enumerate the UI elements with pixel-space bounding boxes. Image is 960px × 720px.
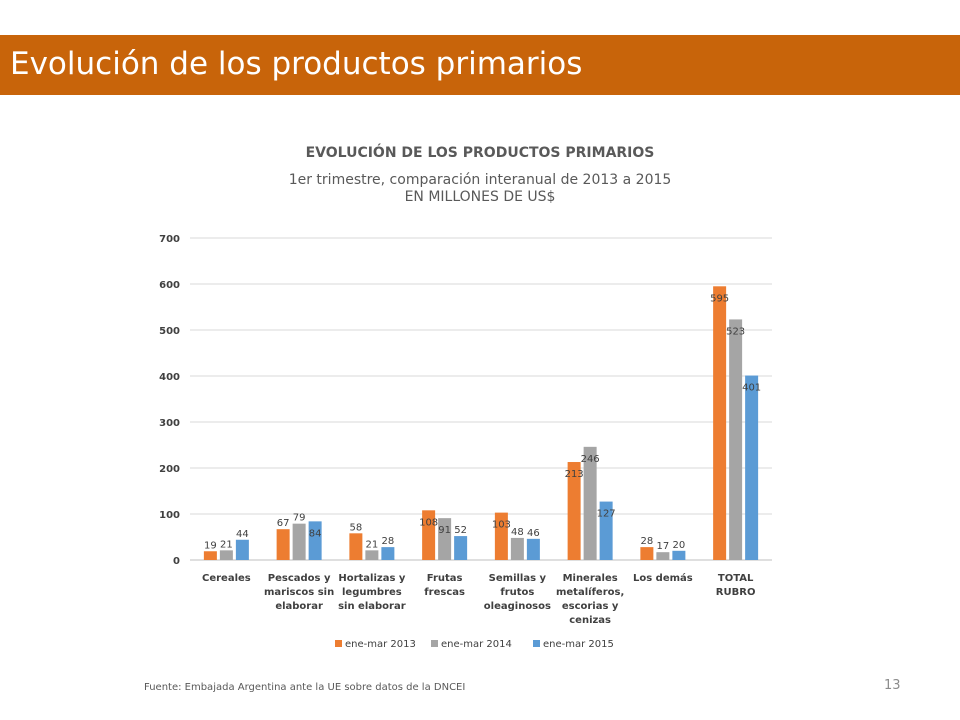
data-label: 91 xyxy=(438,525,451,536)
bar xyxy=(365,550,379,560)
bar xyxy=(276,529,290,560)
data-label: 44 xyxy=(236,529,249,540)
y-tick-label: 500 xyxy=(159,326,180,337)
x-tick-label: cenizas xyxy=(569,615,611,626)
bar xyxy=(599,501,613,560)
slide-title: Evolución de los productos primarios xyxy=(10,46,583,82)
data-label: 103 xyxy=(492,520,511,531)
legend-label: ene-mar 2013 xyxy=(345,639,416,650)
legend-label: ene-mar 2014 xyxy=(441,639,512,650)
bar xyxy=(203,551,217,560)
y-tick-label: 200 xyxy=(159,464,180,475)
data-label: 79 xyxy=(293,513,306,524)
data-label: 401 xyxy=(742,383,761,394)
chart-title: EVOLUCIÓN DE LOS PRODUCTOS PRIMARIOS xyxy=(305,145,655,161)
chart-units: EN MILLONES DE US$ xyxy=(404,189,556,205)
x-tick-label: Semillas y xyxy=(489,573,547,584)
data-label: 28 xyxy=(382,536,395,547)
x-tick-label: Frutas xyxy=(427,573,463,584)
data-label: 19 xyxy=(204,540,217,551)
legend-swatch xyxy=(431,640,438,647)
bar xyxy=(745,375,759,560)
bar xyxy=(454,536,468,560)
data-label: 52 xyxy=(454,525,467,536)
bar xyxy=(438,518,452,560)
data-label: 28 xyxy=(641,536,654,547)
bar xyxy=(235,539,249,560)
y-tick-label: 400 xyxy=(159,372,180,383)
x-tick-label: Minerales xyxy=(563,573,618,584)
bar xyxy=(381,547,395,560)
x-tick-label: Pescados y xyxy=(268,573,331,584)
data-label: 21 xyxy=(366,539,379,550)
x-tick-label: escorias y xyxy=(562,601,619,612)
x-tick-label: sin elaborar xyxy=(338,601,406,612)
data-label: 523 xyxy=(726,326,745,337)
bar xyxy=(292,523,306,560)
x-tick-label: RUBRO xyxy=(716,587,756,598)
x-tick-label: Hortalizas y xyxy=(338,573,406,584)
bar xyxy=(349,533,363,560)
data-label: 48 xyxy=(511,527,524,538)
data-label: 246 xyxy=(581,454,600,465)
x-tick-label: frutos xyxy=(500,587,534,598)
data-label: 67 xyxy=(277,518,290,529)
data-label: 108 xyxy=(419,517,438,528)
x-tick-label: Los demás xyxy=(633,572,693,584)
y-tick-label: 100 xyxy=(159,510,180,521)
title-banner: Evolución de los productos primarios xyxy=(0,35,960,95)
x-tick-label: legumbres xyxy=(342,587,402,598)
y-tick-label: 300 xyxy=(159,418,180,429)
y-tick-label: 700 xyxy=(159,234,180,245)
data-label: 595 xyxy=(710,293,729,304)
y-tick-label: 0 xyxy=(173,556,180,567)
data-label: 127 xyxy=(597,509,616,520)
x-tick-label: elaborar xyxy=(275,601,323,612)
x-tick-label: metalíferos, xyxy=(556,586,624,598)
data-label: 20 xyxy=(673,540,686,551)
data-label: 46 xyxy=(527,528,540,539)
x-tick-label: frescas xyxy=(424,587,465,598)
data-label: 84 xyxy=(309,528,322,539)
data-label: 213 xyxy=(565,469,584,480)
chart-subtitle: 1er trimestre, comparación interanual de… xyxy=(288,172,672,188)
legend-swatch xyxy=(533,640,540,647)
bar xyxy=(713,286,727,560)
bar xyxy=(640,547,654,560)
bar xyxy=(656,552,670,560)
bar xyxy=(510,537,524,560)
bar xyxy=(583,446,597,560)
data-label: 58 xyxy=(350,522,363,533)
y-tick-label: 600 xyxy=(159,280,180,291)
bar xyxy=(219,550,233,560)
bar xyxy=(494,512,508,560)
x-tick-label: oleaginosos xyxy=(484,601,551,612)
x-tick-label: mariscos sin xyxy=(264,587,334,598)
data-label: 17 xyxy=(657,541,670,552)
legend-swatch xyxy=(335,640,342,647)
x-tick-label: Cereales xyxy=(202,573,251,584)
data-label: 21 xyxy=(220,539,233,550)
legend-label: ene-mar 2015 xyxy=(543,639,614,650)
bar xyxy=(672,550,686,560)
page-number: 13 xyxy=(884,678,901,693)
bar xyxy=(567,462,581,560)
bar xyxy=(729,319,743,560)
x-tick-label: TOTAL xyxy=(718,573,754,584)
bar xyxy=(308,521,322,560)
source-note: Fuente: Embajada Argentina ante la UE so… xyxy=(144,682,466,693)
bar xyxy=(422,510,436,560)
bar xyxy=(526,538,540,560)
